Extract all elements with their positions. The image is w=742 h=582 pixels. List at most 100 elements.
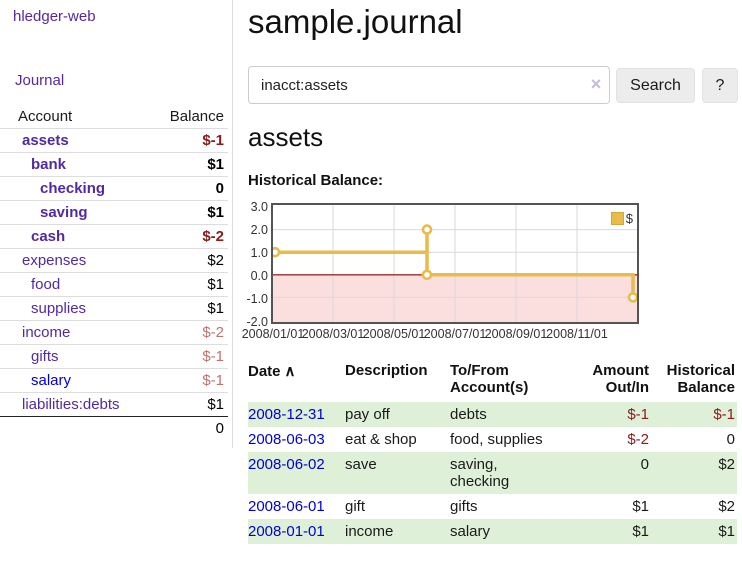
x-tick: 2008/03/01 [301,327,365,341]
account-column-header: Account [18,107,73,125]
transaction-date-link[interactable]: 2008-12-31 [248,406,325,423]
account-balance: $1 [207,204,224,221]
y-tick: 1.0 [250,246,268,260]
account-row-liabilities-debts[interactable]: liabilities:debts $1 [0,392,228,416]
account-row-supplies[interactable]: supplies $1 [0,296,228,320]
transaction-accounts: saving, checking [450,456,510,490]
transaction-balance: $2 [718,456,735,473]
account-balance: $-2 [202,228,224,245]
account-link[interactable]: salary [31,372,72,389]
historical-balance-chart: $ [269,203,639,324]
chart-grid [273,205,637,322]
account-balance: $-1 [202,372,224,389]
legend-label: $ [625,211,633,226]
accounts-column-header: To/From Account(s) [450,362,529,396]
app-title-link[interactable]: hledger-web [13,8,96,25]
register-table: Date ∧ Description To/From Account(s) Amo… [248,360,737,544]
account-row-cash[interactable]: cash $-2 [0,224,228,248]
transaction-description: save [345,456,377,473]
transaction-description: gift [345,498,366,515]
account-balance: $-1 [202,132,224,149]
balance-column-header: Historical Balance [666,362,735,396]
legend-swatch-icon [610,212,624,225]
account-row-gifts[interactable]: gifts $-1 [0,344,228,368]
balance-series-line [273,227,635,300]
account-link[interactable]: income [22,324,71,341]
y-tick: 2.0 [250,223,268,237]
account-row-bank[interactable]: bank $1 [0,152,228,176]
transaction-amount: $1 [632,498,649,515]
account-link[interactable]: expenses [22,252,87,269]
transaction-accounts: salary [450,523,491,540]
clear-search-icon[interactable]: × [590,74,602,94]
transaction-amount: $1 [632,523,649,540]
account-row-assets[interactable]: assets $-1 [0,128,228,152]
x-tick: 2008/07/01 [423,327,487,341]
account-balance: $-1 [202,348,224,365]
register-header-row: Date ∧ Description To/From Account(s) Amo… [248,360,737,402]
sidebar-item-journal[interactable]: Journal [15,72,65,89]
account-row-income[interactable]: income $-2 [0,320,228,344]
account-row-saving[interactable]: saving $1 [0,200,228,224]
transaction-date-link[interactable]: 2008-06-01 [248,498,325,515]
transaction-description: pay off [345,406,390,423]
x-tick: 2008/09/01 [484,327,548,341]
account-row-checking[interactable]: checking 0 [0,176,228,200]
transaction-amount: $-1 [627,406,649,423]
accounts-table-header: Account Balance [0,104,228,128]
account-link[interactable]: gifts [31,348,59,365]
transaction-balance: $-1 [713,406,735,423]
account-link[interactable]: supplies [31,300,87,317]
transaction-accounts: food, supplies [450,431,543,448]
y-tick: 0.0 [250,269,268,283]
account-balance: $1 [207,300,224,317]
transaction-date-link[interactable]: 2008-06-02 [248,456,325,473]
account-link[interactable]: checking [40,180,106,197]
chart-legend: $ [610,211,633,226]
account-row-salary[interactable]: salary $-1 [0,368,228,392]
date-column-header[interactable]: Date ∧ [248,363,296,380]
account-link[interactable]: cash [31,228,66,245]
x-tick: 2008/01/01 [241,327,305,341]
transaction-date-link[interactable]: 2008-06-03 [248,431,325,448]
amount-column-header: Amount Out/In [592,362,649,396]
register-row: 2008-01-01 income salary $1 $1 [248,519,737,544]
accounts-table: Account Balance assets $-1 bank $1 check… [0,104,228,440]
account-link[interactable]: assets [22,132,69,149]
transaction-balance: $1 [718,523,735,540]
register-row: 2008-06-03 eat & shop food, supplies $-2… [248,427,737,452]
register-row: 2008-12-31 pay off debts $-1 $-1 [248,402,737,427]
register-row: 2008-06-01 gift gifts $1 $2 [248,494,737,519]
transaction-description: income [345,523,394,540]
transaction-amount: $-2 [627,431,649,448]
transaction-accounts: gifts [450,498,478,515]
account-row-expenses[interactable]: expenses $2 [0,248,228,272]
account-row-food[interactable]: food $1 [0,272,228,296]
description-column-header: Description [345,362,428,379]
account-link[interactable]: bank [31,156,67,173]
sort-asc-icon: ∧ [284,363,296,380]
account-link[interactable]: saving [40,204,88,221]
balance-column-header: Balance [169,107,224,125]
y-tick: -2.0 [246,315,268,329]
account-link[interactable]: liabilities:debts [22,396,120,413]
help-button[interactable]: ? [702,68,738,103]
search-button[interactable]: Search [616,68,695,103]
page-title: sample.journal [248,3,463,40]
account-balance: $2 [207,252,224,269]
account-balance: $-2 [202,324,224,341]
y-tick: 3.0 [250,200,268,214]
account-balance: 0 [215,180,224,197]
accounts-total-value: 0 [215,420,224,437]
accounts-total-row: 0 [0,416,228,440]
x-tick: 2008/11/01 [546,327,608,341]
search-input[interactable] [248,66,610,104]
transaction-balance: 0 [726,431,735,448]
account-balance: $1 [207,396,224,413]
transaction-description: eat & shop [345,431,417,448]
transaction-date-link[interactable]: 2008-01-01 [248,523,325,540]
account-heading: assets [248,122,324,152]
x-tick: 2008/05/01 [362,327,426,341]
account-link[interactable]: food [31,276,61,293]
chart-canvas [269,205,639,322]
